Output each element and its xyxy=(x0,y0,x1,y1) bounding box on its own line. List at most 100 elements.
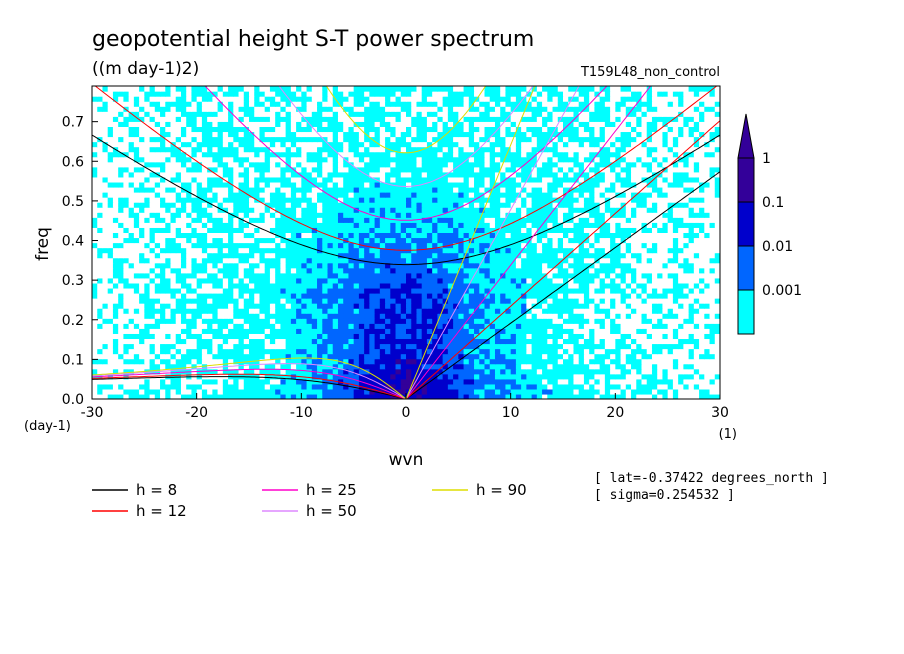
heatmap-cell xyxy=(180,232,187,239)
heatmap-cell xyxy=(228,358,234,365)
heatmap-cell xyxy=(285,292,292,299)
heatmap-cell xyxy=(186,343,193,350)
heatmap-cell xyxy=(154,252,161,259)
heatmap-cell xyxy=(175,353,182,360)
heatmap-cell xyxy=(249,328,255,334)
heatmap-cell xyxy=(442,252,449,259)
heatmap-cell xyxy=(615,313,622,319)
heatmap-cell xyxy=(133,388,140,395)
heatmap-cell xyxy=(547,227,554,233)
heatmap-cell xyxy=(672,212,679,218)
heatmap-cell xyxy=(599,373,606,380)
heatmap-cell xyxy=(416,192,423,198)
heatmap-cell xyxy=(646,383,653,390)
heatmap-cell xyxy=(573,292,580,299)
heatmap-cell xyxy=(615,222,622,228)
heatmap-cell xyxy=(285,287,292,294)
heatmap-cell xyxy=(149,257,156,264)
heatmap-cell xyxy=(615,353,622,360)
heatmap-cell xyxy=(112,222,119,228)
heatmap-cell xyxy=(505,287,512,294)
heatmap-cell xyxy=(379,197,386,203)
heatmap-cell xyxy=(531,323,538,329)
heatmap-cell xyxy=(296,328,302,334)
heatmap-cell xyxy=(107,383,114,390)
heatmap-cell xyxy=(285,232,292,239)
heatmap-cell xyxy=(264,227,271,233)
heatmap-cell xyxy=(494,287,501,294)
heatmap-cell xyxy=(107,318,114,324)
heatmap-cell xyxy=(175,247,182,254)
heatmap-cell xyxy=(186,318,193,324)
heatmap-cell xyxy=(636,217,643,223)
heatmap-cell xyxy=(275,192,281,198)
heatmap-cell xyxy=(552,212,559,218)
heatmap-cell xyxy=(714,363,720,370)
heatmap-cell xyxy=(678,303,684,309)
heatmap-cell xyxy=(557,338,564,345)
heatmap-cell xyxy=(463,308,470,314)
heatmap-cell xyxy=(573,242,580,249)
heatmap-cell xyxy=(699,303,705,309)
heatmap-cell xyxy=(327,318,334,324)
heatmap-cell xyxy=(97,267,104,274)
heatmap-cell xyxy=(222,348,229,355)
heatmap-cell xyxy=(275,343,281,350)
heatmap-cell xyxy=(542,338,548,345)
heatmap-cell xyxy=(500,303,507,309)
heatmap-cell xyxy=(662,303,669,309)
heatmap-cell xyxy=(139,348,145,355)
heatmap-cell xyxy=(317,202,323,208)
heatmap-cell xyxy=(447,212,454,218)
heatmap-cell xyxy=(207,303,213,309)
heatmap-cell xyxy=(620,287,627,294)
heatmap-cell xyxy=(620,298,627,304)
heatmap-cell xyxy=(92,318,98,324)
heatmap-cell xyxy=(610,277,616,284)
heatmap-cell xyxy=(437,287,444,294)
heatmap-cell xyxy=(610,383,616,390)
heatmap-cell xyxy=(573,282,580,289)
heatmap-cell xyxy=(521,197,527,203)
heatmap-cell xyxy=(201,247,208,254)
heatmap-cell xyxy=(175,277,182,284)
heatmap-cell xyxy=(421,197,428,203)
heatmap-cell xyxy=(112,378,119,385)
heatmap-cell xyxy=(228,378,234,385)
heatmap-cell xyxy=(269,232,276,239)
heatmap-cell xyxy=(327,192,334,198)
heatmap-cell xyxy=(343,237,350,244)
heatmap-cell xyxy=(484,217,491,223)
heatmap-cell xyxy=(489,282,496,289)
heatmap-cell xyxy=(468,383,475,390)
heatmap-cell xyxy=(699,272,705,279)
heatmap-cell xyxy=(604,252,611,259)
heatmap-cell xyxy=(311,192,318,198)
heatmap-cell xyxy=(432,303,438,309)
heatmap-cell xyxy=(160,277,166,284)
heatmap-cell xyxy=(165,287,172,294)
heatmap-cell xyxy=(683,212,690,218)
heatmap-cell xyxy=(646,292,653,299)
heatmap-cell xyxy=(222,262,229,269)
heatmap-cell xyxy=(128,353,135,360)
heatmap-cell xyxy=(693,287,700,294)
heatmap-cell xyxy=(133,303,140,309)
heatmap-cell xyxy=(238,292,245,299)
heatmap-cell xyxy=(714,217,720,223)
heatmap-cell xyxy=(196,393,203,399)
heatmap-cell xyxy=(107,247,114,254)
heatmap-cell xyxy=(128,393,135,399)
heatmap-cell xyxy=(620,262,627,269)
heatmap-cell xyxy=(118,313,124,319)
heatmap-cell xyxy=(494,202,501,208)
heatmap-cell xyxy=(259,363,266,370)
heatmap-cell xyxy=(447,393,454,399)
heatmap-cell xyxy=(693,222,700,228)
heatmap-cell xyxy=(332,267,339,274)
heatmap-cell xyxy=(285,207,292,213)
heatmap-cell xyxy=(699,207,705,213)
heatmap-cell xyxy=(636,333,643,340)
heatmap-cell xyxy=(374,353,381,360)
heatmap-cell xyxy=(337,388,344,395)
